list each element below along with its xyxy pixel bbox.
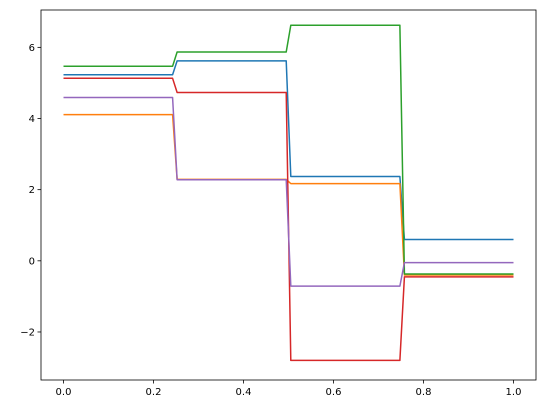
y-tick-label: 2 bbox=[29, 185, 35, 196]
x-tick-label: 1.0 bbox=[506, 387, 522, 398]
axes-frame bbox=[40, 9, 537, 381]
series-line-5 bbox=[63, 96, 514, 287]
x-tick-label: 0.2 bbox=[146, 387, 162, 398]
y-tick-label: 4 bbox=[29, 114, 35, 125]
series-layer bbox=[63, 24, 514, 362]
x-tick-label: 0.0 bbox=[56, 387, 72, 398]
series-line-3 bbox=[63, 24, 514, 275]
x-tick-label: 0.8 bbox=[416, 387, 432, 398]
y-tick-label: 6 bbox=[29, 43, 35, 54]
y-tick-label: 0 bbox=[29, 256, 35, 267]
x-tick-label: 0.6 bbox=[326, 387, 342, 398]
x-axis-ticks: 0.0 0.2 0.4 0.6 0.8 1.0 bbox=[56, 380, 522, 398]
y-axis-ticks: −2 0 2 4 6 bbox=[20, 43, 41, 338]
y-tick-label: −2 bbox=[20, 327, 35, 338]
x-tick-label: 0.4 bbox=[236, 387, 252, 398]
